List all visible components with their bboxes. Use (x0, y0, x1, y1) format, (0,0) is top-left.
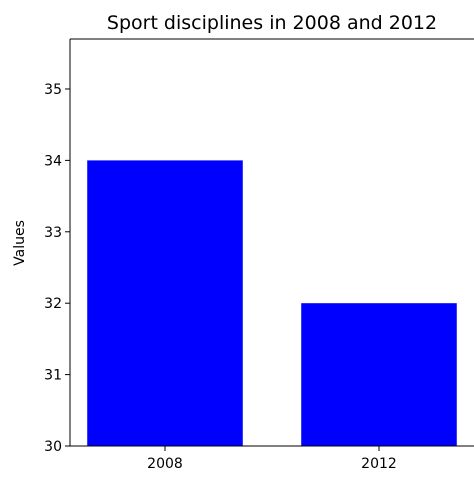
y-axis-label: Values (12, 220, 28, 266)
chart-title: Sport disciplines in 2008 and 2012 (107, 12, 437, 34)
y-tick-label-31: 31 (44, 368, 62, 384)
plot-area: 30 31 32 33 34 35 2008 2012 (44, 38, 474, 472)
bar-2008 (87, 160, 243, 446)
y-tick-label-33: 33 (44, 225, 62, 241)
y-tick-label-30: 30 (44, 439, 62, 455)
x-tick-label-2012: 2012 (361, 456, 397, 472)
y-tick-label-35: 35 (44, 82, 62, 98)
bar-2012 (301, 303, 457, 446)
y-tick-label-34: 34 (44, 153, 62, 169)
x-tick-label-2008: 2008 (147, 456, 183, 472)
y-tick-label-32: 32 (44, 296, 62, 312)
